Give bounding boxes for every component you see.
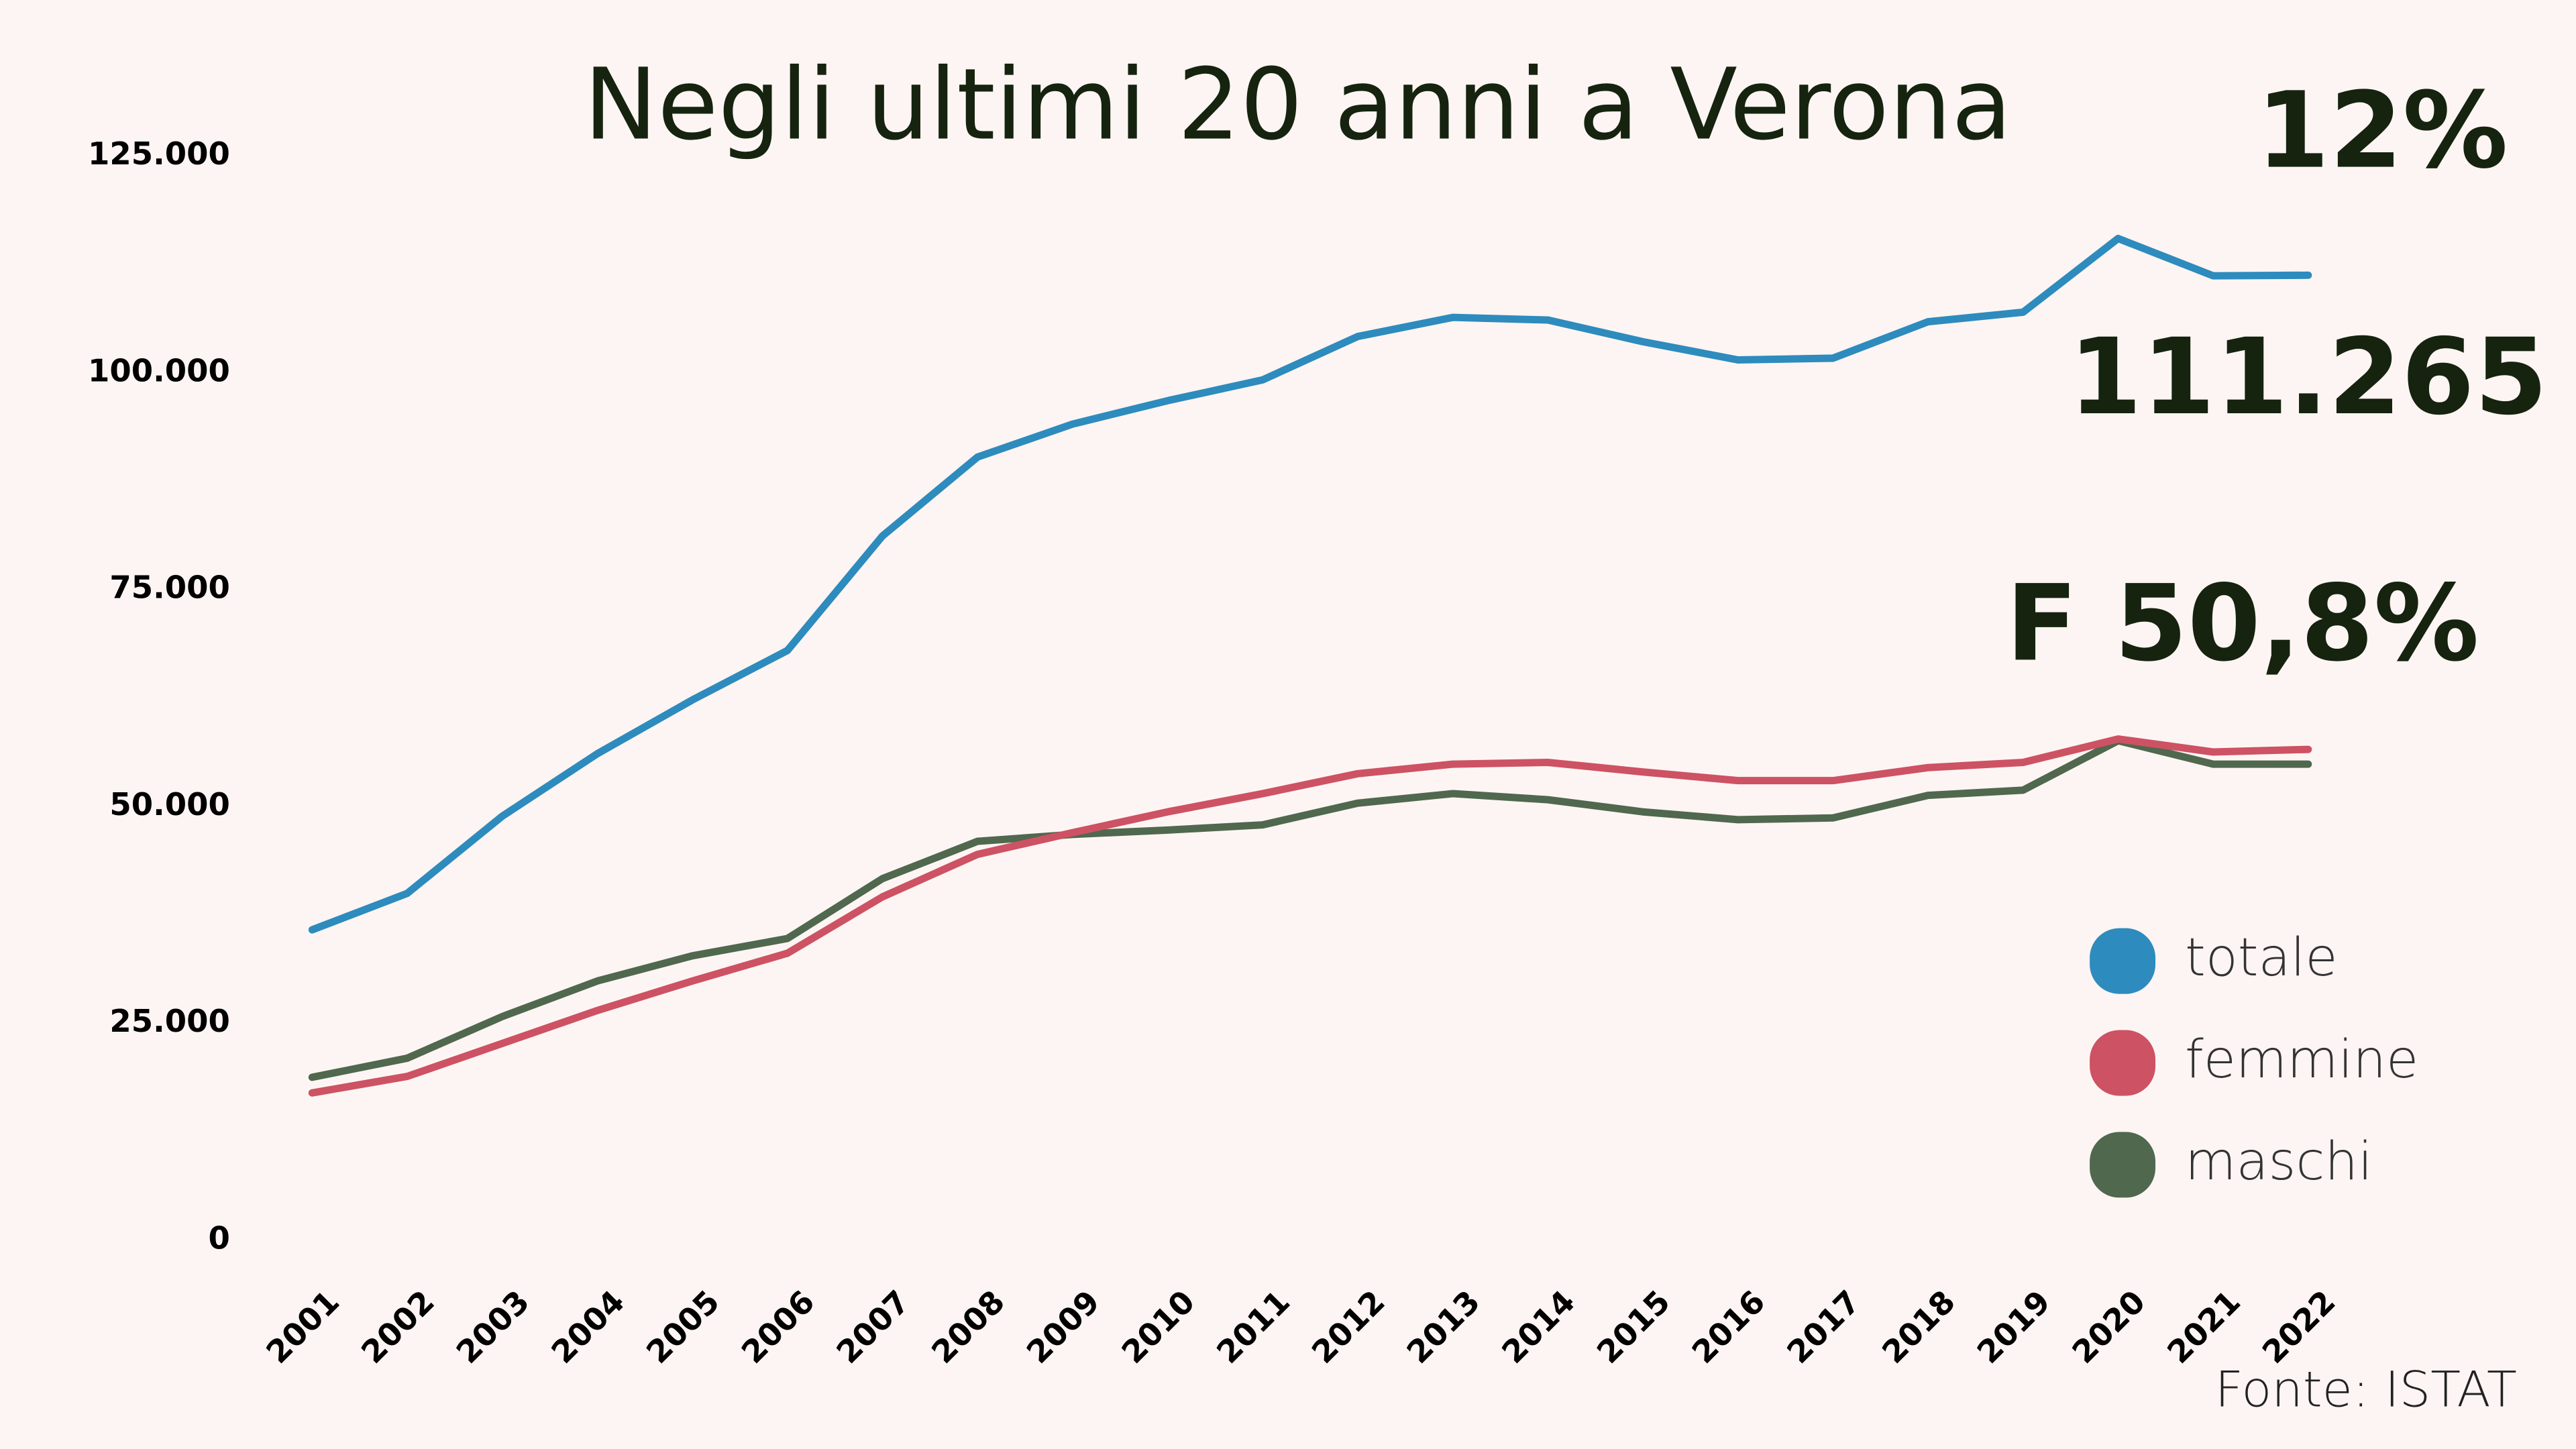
line-series <box>308 737 2312 1081</box>
line-series <box>308 234 2312 934</box>
y-tick-label: 125.000 <box>88 136 230 172</box>
line-series <box>308 735 2312 1097</box>
y-tick-label: 75.000 <box>109 570 230 606</box>
legend-label: maschi <box>2185 1131 2373 1192</box>
legend-marker <box>2090 928 2156 994</box>
y-tick-label: 0 <box>208 1220 229 1256</box>
y-tick-label: 25.000 <box>109 1003 230 1039</box>
chart-title: Negli ultimi 20 anni a Verona <box>584 48 2012 162</box>
annotation: F 50,8% <box>2006 562 2479 684</box>
annotation: 12% <box>2256 70 2508 192</box>
annotation: 111.265 <box>2069 316 2548 438</box>
legend-label: totale <box>2185 927 2337 988</box>
legend-label: femmine <box>2185 1029 2418 1090</box>
source: Fonte: ISTAT <box>2215 1362 2517 1419</box>
legend-marker <box>2090 1132 2156 1198</box>
y-tick-label: 100.000 <box>88 352 230 388</box>
y-tick-label: 50.000 <box>109 786 230 822</box>
legend-marker <box>2090 1030 2156 1096</box>
